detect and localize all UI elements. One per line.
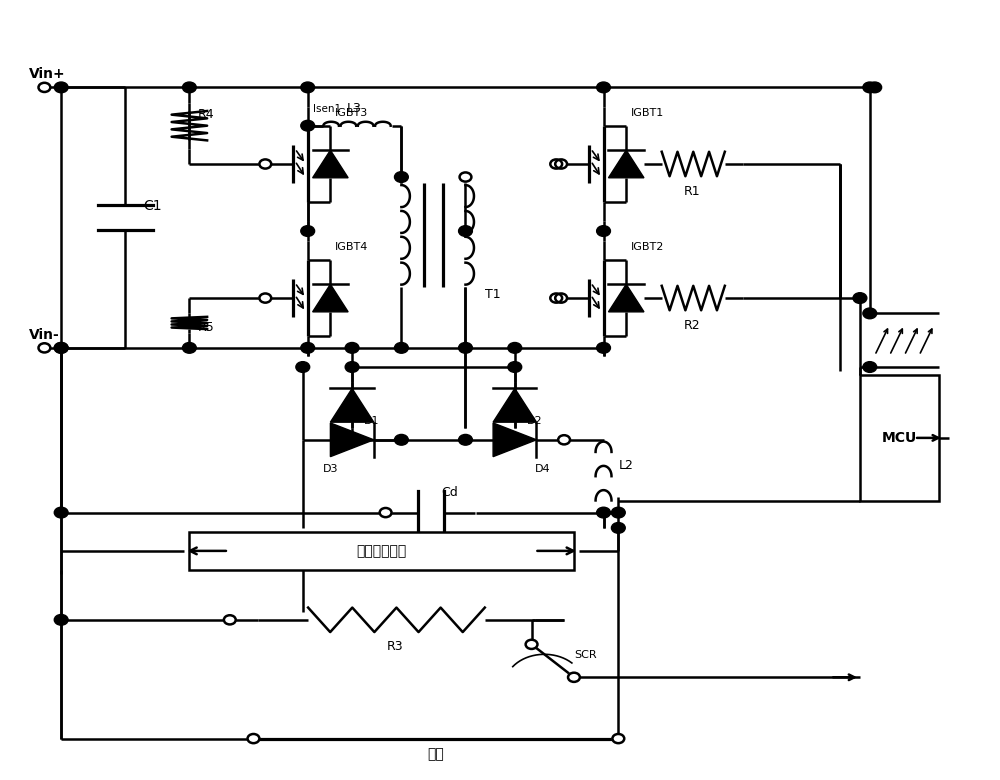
Text: D1: D1 (364, 417, 379, 427)
Circle shape (345, 434, 359, 445)
Circle shape (301, 82, 315, 93)
Circle shape (526, 640, 537, 649)
Circle shape (54, 342, 68, 353)
Text: Isen1: Isen1 (313, 104, 341, 114)
Text: IGBT1: IGBT1 (631, 108, 664, 118)
Text: T1: T1 (485, 288, 501, 301)
Circle shape (597, 225, 610, 236)
Text: R2: R2 (683, 319, 700, 332)
Polygon shape (313, 151, 348, 178)
Circle shape (508, 342, 522, 353)
Circle shape (301, 225, 315, 236)
Text: IGBT3: IGBT3 (335, 108, 369, 118)
Text: D2: D2 (527, 417, 542, 427)
Text: R3: R3 (387, 640, 403, 654)
Circle shape (863, 308, 877, 319)
Circle shape (394, 172, 408, 183)
Polygon shape (493, 388, 536, 422)
Circle shape (459, 342, 472, 353)
Circle shape (259, 159, 271, 168)
Circle shape (38, 83, 50, 92)
Circle shape (863, 82, 877, 93)
Circle shape (345, 342, 359, 353)
Text: D3: D3 (322, 464, 338, 474)
Text: L2: L2 (618, 459, 633, 472)
Circle shape (611, 523, 625, 534)
Circle shape (597, 507, 610, 518)
Circle shape (259, 293, 271, 303)
Circle shape (54, 342, 68, 353)
Circle shape (301, 342, 315, 353)
Text: 负载: 负载 (428, 746, 444, 760)
Circle shape (597, 342, 610, 353)
Circle shape (459, 434, 472, 445)
Polygon shape (608, 151, 644, 178)
Text: SCR: SCR (574, 651, 597, 660)
Text: IGBT2: IGBT2 (631, 242, 665, 252)
Circle shape (54, 507, 68, 518)
Text: R5: R5 (197, 321, 214, 334)
Circle shape (568, 672, 580, 682)
Circle shape (296, 362, 310, 372)
Polygon shape (608, 284, 644, 312)
Circle shape (868, 82, 882, 93)
Circle shape (555, 159, 567, 168)
Text: Vin-: Vin- (29, 328, 59, 342)
Text: 输出电压检测: 输出电压检测 (357, 544, 407, 558)
Polygon shape (330, 388, 374, 422)
Text: D4: D4 (535, 464, 550, 474)
Text: MCU: MCU (882, 431, 917, 445)
Polygon shape (493, 423, 536, 456)
Circle shape (550, 159, 562, 168)
Circle shape (394, 434, 408, 445)
Bar (860, 374, 939, 501)
Text: IGBT4: IGBT4 (335, 242, 369, 252)
Circle shape (301, 120, 315, 131)
Text: L3: L3 (347, 102, 362, 115)
Circle shape (555, 293, 567, 303)
Text: Cd: Cd (441, 486, 458, 498)
Bar (189, 532, 574, 570)
Text: R4: R4 (197, 108, 214, 121)
Circle shape (550, 293, 562, 303)
Polygon shape (313, 284, 348, 312)
Circle shape (54, 615, 68, 626)
Circle shape (38, 343, 50, 353)
Circle shape (597, 82, 610, 93)
Circle shape (612, 734, 624, 743)
Circle shape (863, 362, 877, 372)
Circle shape (248, 734, 259, 743)
Circle shape (853, 292, 867, 303)
Text: C1: C1 (143, 199, 162, 213)
Circle shape (460, 172, 471, 182)
Circle shape (558, 435, 570, 445)
Circle shape (345, 362, 359, 372)
Text: R1: R1 (683, 185, 700, 197)
Polygon shape (330, 423, 374, 456)
Circle shape (394, 342, 408, 353)
Circle shape (224, 615, 236, 625)
Circle shape (611, 507, 625, 518)
Circle shape (54, 82, 68, 93)
Circle shape (182, 342, 196, 353)
Text: Vin+: Vin+ (29, 67, 65, 81)
Circle shape (508, 362, 522, 372)
Circle shape (380, 508, 392, 517)
Circle shape (459, 225, 472, 236)
Circle shape (182, 82, 196, 93)
